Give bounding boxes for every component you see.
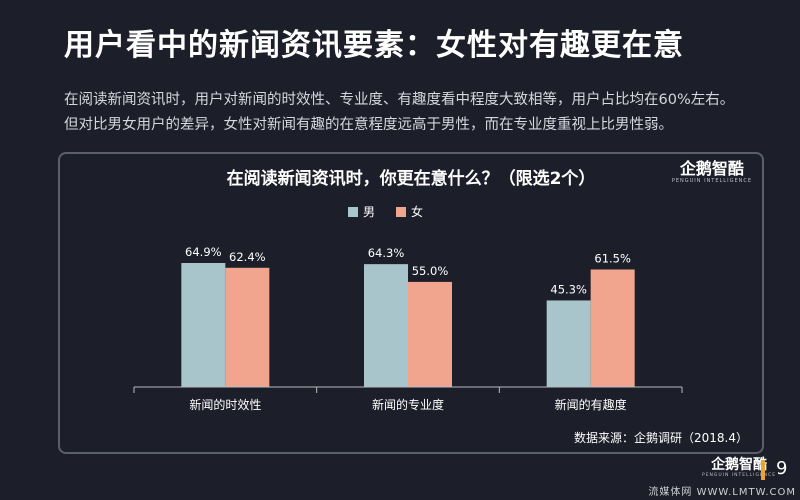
data-label-男-2: 64.3% (368, 246, 405, 260)
bar-男-1 (181, 263, 226, 387)
watermark: 流媒体网 WWW.LMTW.COM (648, 487, 796, 498)
x-tick-label-3: 新闻的有趣度 (555, 397, 627, 412)
chart-panel: 在阅读新闻资讯时，你更在意什么？（限选2个） 企鹅智酷 PENGUIN INTE… (58, 152, 764, 454)
legend-label-1: 男 (363, 205, 375, 219)
x-tick-label-1: 新闻的时效性 (189, 397, 261, 412)
data-source: 数据来源：企鹅调研（2018.4） (574, 431, 748, 445)
bar-女-3 (590, 269, 635, 387)
x-tick-label-2: 新闻的专业度 (372, 397, 444, 412)
bar-女-1 (225, 267, 270, 387)
bar-女-2 (408, 281, 452, 387)
bar-chart: 男 女 64.9% 62.4% 新闻的时效性 64.3% 55.0% 新闻的专业度 45.3% 6… (133, 204, 683, 412)
bar-男-2 (364, 264, 408, 387)
chart-title: 在阅读新闻资讯时，你更在意什么？（限选2个） (226, 169, 596, 189)
data-label-女-1: 62.4% (229, 250, 266, 264)
footer-logo-sub: PENGUIN INTELLIGENCE (702, 473, 777, 478)
logo-sub-text: PENGUIN INTELLIGENCE (671, 178, 752, 184)
footer-logo: 企鹅智酷 PENGUIN INTELLIGENCE (702, 457, 776, 478)
panel-logo: 企鹅智酷 PENGUIN INTELLIGENCE (671, 159, 752, 185)
legend-swatch-2 (396, 207, 406, 217)
logo-main-text: 企鹅智酷 (679, 159, 744, 178)
footer-logo-main: 企鹅智酷 (711, 457, 768, 473)
data-label-女-2: 55.0% (412, 264, 449, 278)
bar-男-3 (546, 300, 591, 387)
page-number: 9 (776, 458, 788, 479)
legend-swatch-1 (348, 207, 358, 217)
data-label-男-3: 45.3% (550, 282, 587, 296)
footer-divider (761, 460, 765, 480)
legend-label-2: 女 (411, 204, 423, 219)
slide-description: 在阅读新闻资讯时，用户对新闻的时效性、专业度、有趣度看中程度大致相等，用户占比均… (64, 92, 735, 133)
slide-title: 用户看中的新闻资讯要素：女性对有趣更在意 (64, 28, 684, 63)
data-label-男-1: 64.9% (185, 245, 222, 259)
data-label-女-3: 61.5% (594, 251, 631, 265)
